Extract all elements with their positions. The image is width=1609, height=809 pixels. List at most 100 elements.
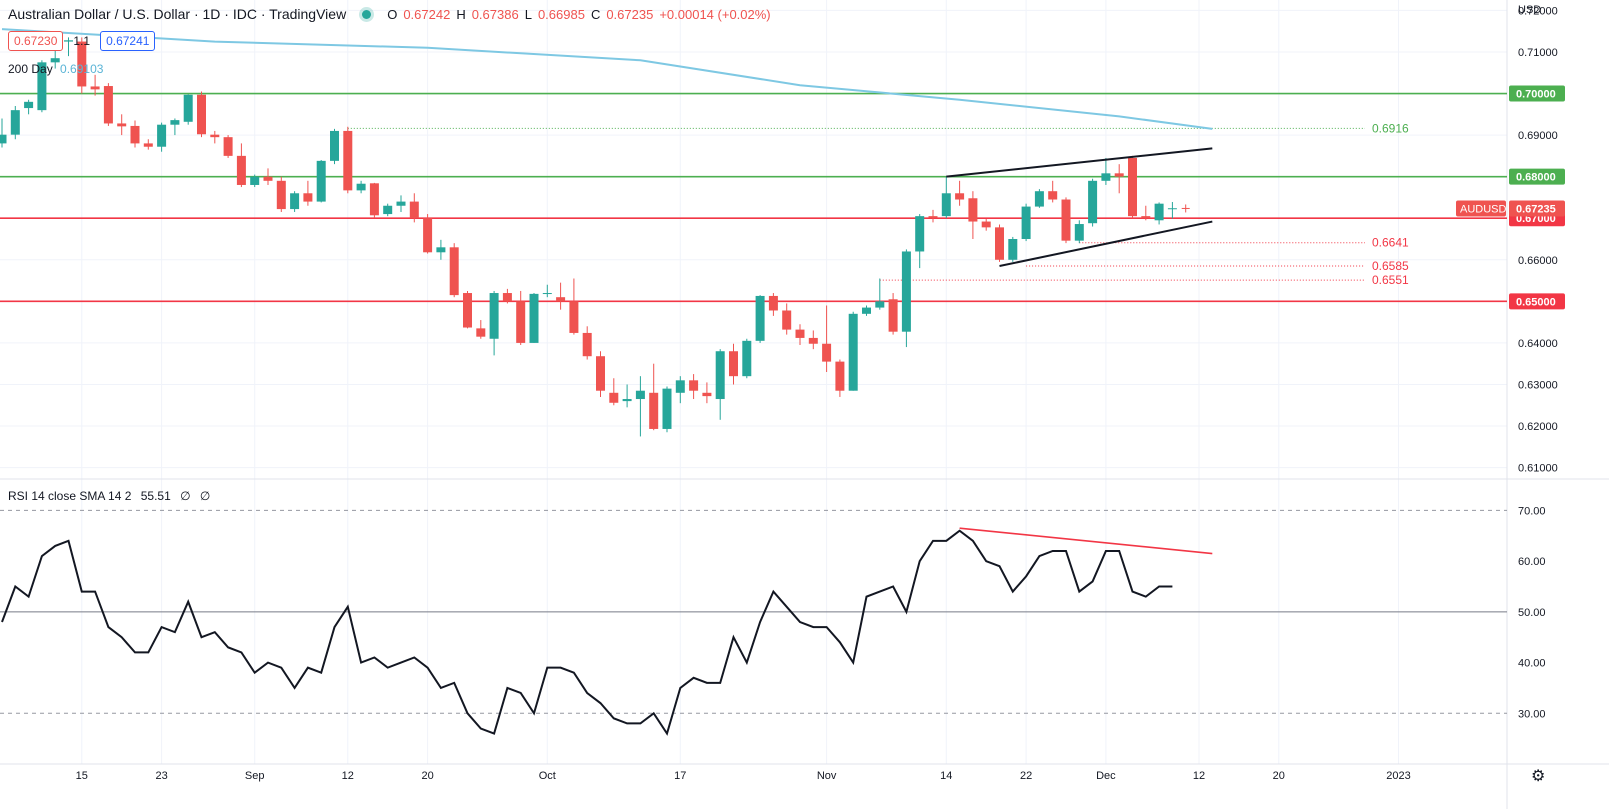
candle-body [622, 399, 632, 402]
ma200-line [1, 28, 1213, 130]
price-tick-label: 0.66000 [1518, 255, 1558, 267]
candle-body [689, 380, 699, 391]
price-tick-label: 0.62000 [1518, 421, 1558, 433]
low-value: 0.66985 [537, 6, 585, 22]
candle-body [90, 86, 100, 90]
candle-body [143, 143, 153, 147]
candle-body [383, 205, 393, 215]
candle-body [1114, 173, 1124, 177]
candle-body [662, 388, 672, 429]
rsi-tick-label: 50.00 [1518, 607, 1546, 619]
candle-body [183, 94, 193, 122]
candle-body [476, 328, 486, 337]
candle-body [343, 130, 353, 191]
sell-button[interactable]: 0.67230 [8, 31, 64, 51]
rsi-legend[interactable]: RSI 14 close SMA 14 2 55.51 ∅ ∅ [8, 489, 210, 503]
candle-body [1048, 191, 1058, 200]
candle-body [542, 293, 552, 295]
candle-body [1154, 203, 1164, 221]
time-tick-label: 22 [1020, 770, 1032, 782]
price-tick-label: 0.69000 [1518, 130, 1558, 142]
candle-body [1021, 206, 1031, 239]
candle-body [729, 351, 738, 377]
candle-body [1061, 199, 1071, 241]
candle-body [1074, 224, 1084, 241]
candle-body [103, 86, 113, 124]
trade-buttons: 0.67230 1.1 0.67241 [8, 31, 156, 51]
candle-body [955, 193, 965, 200]
candle-body [64, 40, 73, 42]
candle-body [1008, 239, 1018, 260]
time-tick-label: Dec [1096, 770, 1116, 782]
rsi-tick-label: 60.00 [1518, 556, 1546, 568]
candle-body [1101, 173, 1111, 181]
candle-body [0, 134, 7, 144]
symbol-title[interactable]: Australian Dollar / U.S. Dollar · 1D · I… [8, 6, 347, 22]
high-value: 0.67386 [471, 6, 519, 22]
candle-body [609, 392, 619, 403]
candle-body [223, 137, 233, 156]
candle-body [1088, 180, 1098, 224]
rsi-tick-label: 40.00 [1518, 658, 1546, 670]
time-tick-label: Nov [817, 770, 837, 782]
candle-body [649, 392, 659, 429]
rsi-extra-2: ∅ [199, 489, 211, 503]
last-price-label: 0.67235 [1516, 203, 1556, 215]
candle-body [968, 198, 978, 222]
candle-body [795, 329, 805, 338]
chart-header: Australian Dollar / U.S. Dollar · 1D · I… [8, 6, 771, 22]
candle-body [995, 227, 1004, 260]
candle-body [502, 293, 512, 302]
candle-body [263, 176, 273, 181]
ma-legend[interactable]: 200 Day 0.69103 [8, 62, 103, 76]
rsi-tick-label: 70.00 [1518, 505, 1546, 517]
candle-body [250, 176, 260, 185]
candle-body [290, 193, 300, 210]
ma-value: 0.69103 [60, 62, 104, 76]
candle-body [1034, 191, 1044, 207]
open-label: O [387, 6, 398, 22]
level-badge-label: 0.65000 [1516, 296, 1556, 308]
level-badge-label: 0.70000 [1516, 89, 1556, 101]
candle-body [862, 307, 871, 314]
candle-body [436, 247, 446, 253]
candle-body [782, 310, 792, 330]
rsi-value: 55.51 [140, 489, 171, 503]
candle-body [463, 293, 472, 328]
level-badge [1509, 85, 1565, 102]
candle-body [928, 216, 938, 218]
candle-body [117, 123, 127, 127]
candle-body [569, 301, 579, 333]
dotted-level-label: 0.6641 [1372, 236, 1409, 250]
level-badge-label: 0.68000 [1516, 172, 1556, 184]
candle-body [37, 62, 47, 111]
candle-body [556, 297, 566, 302]
candle-body [210, 134, 220, 138]
candle-body [941, 193, 951, 217]
candle-body [835, 361, 845, 391]
candle-body [50, 58, 60, 63]
price-tick-label: 0.72000 [1518, 5, 1558, 17]
trendline [946, 147, 1213, 178]
candle-body [596, 356, 605, 391]
trendline [999, 220, 1213, 267]
time-tick-label: 12 [342, 770, 354, 782]
candle-body [130, 125, 140, 144]
time-tick-label: 15 [76, 770, 88, 782]
candle-body [369, 183, 379, 216]
candle-body [768, 295, 778, 311]
time-tick-label: 20 [1273, 770, 1285, 782]
currency-label[interactable]: USD [1518, 4, 1542, 16]
buy-button[interactable]: 0.67241 [100, 31, 156, 51]
dotted-level-label: 0.6585 [1372, 259, 1409, 273]
price-tick-label: 0.71000 [1518, 47, 1558, 59]
rsi-label: RSI 14 close SMA 14 2 [8, 489, 132, 503]
rsi-extra-1: ∅ [180, 489, 191, 503]
candle-body [449, 247, 459, 296]
candle-body [236, 155, 246, 185]
gear-icon[interactable]: ⚙ [1531, 768, 1546, 785]
rsi-divergence-line [959, 527, 1213, 555]
candle-body [10, 110, 20, 135]
candle-body [1167, 208, 1177, 210]
